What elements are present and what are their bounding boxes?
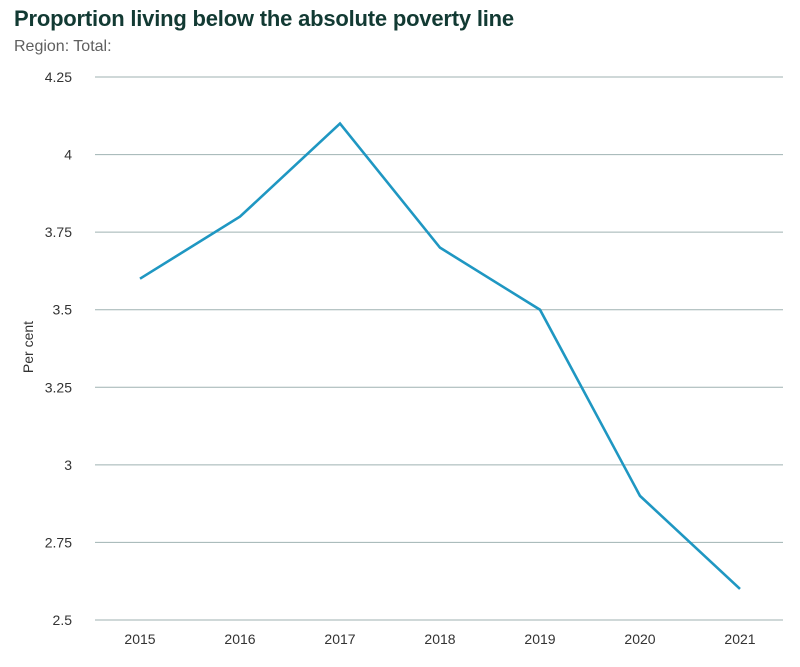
y-tick-label: 3.5 <box>53 302 73 318</box>
y-tick-label: 2.75 <box>45 534 72 550</box>
y-tick-label: 3 <box>64 457 72 473</box>
chart-subtitle: Region: Total: <box>14 38 112 55</box>
x-axis-ticks: 2015 2016 2017 2018 2019 2020 2021 <box>124 631 755 647</box>
x-tick-label: 2021 <box>724 631 755 647</box>
chart-title: Proportion living below the absolute pov… <box>14 6 514 31</box>
series-lines <box>139 121 741 590</box>
x-tick-label: 2015 <box>124 631 155 647</box>
y-axis-label: Per cent <box>20 321 36 373</box>
y-tick-label: 2.5 <box>53 612 73 628</box>
y-tick-label: 4 <box>64 147 72 163</box>
y-tick-label: 3.75 <box>45 224 72 240</box>
x-tick-label: 2018 <box>424 631 455 647</box>
y-tick-label: 3.25 <box>45 379 72 395</box>
x-tick-label: 2017 <box>324 631 355 647</box>
x-tick-label: 2016 <box>224 631 255 647</box>
y-axis-ticks: 2.5 2.75 3 3.25 3.5 3.75 4 4.25 <box>45 69 72 628</box>
x-tick-label: 2020 <box>624 631 655 647</box>
x-tick-label: 2019 <box>524 631 555 647</box>
gridlines <box>95 76 783 621</box>
y-tick-label: 4.25 <box>45 69 72 85</box>
series-line <box>139 121 741 590</box>
